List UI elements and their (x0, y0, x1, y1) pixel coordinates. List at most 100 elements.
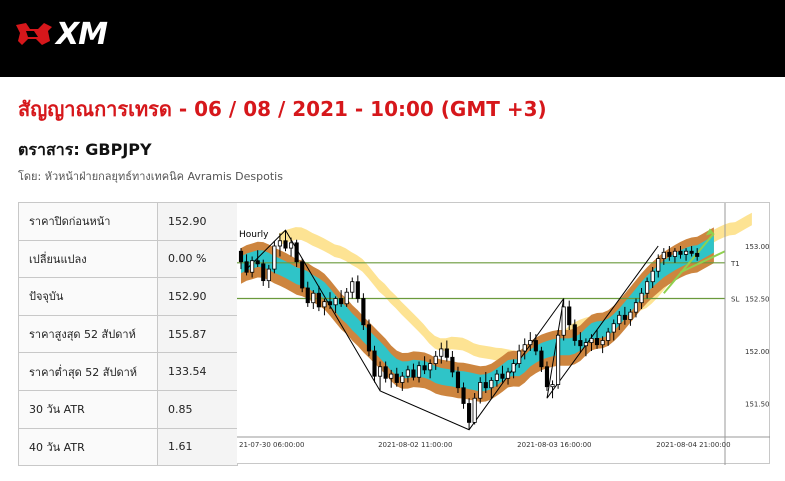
candle-body (366, 324, 372, 352)
stat-value: 1.61 (157, 427, 238, 467)
candle-body (606, 331, 611, 341)
x-tick-label: 2021-08-02 11:00:00 (378, 441, 452, 449)
candle-body (422, 365, 427, 371)
candle-body (494, 373, 499, 381)
page-title: สัญญาณการเทรด - 06 / 08 / 2021 - 10:00 (… (18, 97, 547, 121)
candle-body (683, 250, 689, 255)
candle-body (639, 292, 644, 304)
y-tick-label: 152.00 (745, 348, 770, 356)
candle-body (428, 363, 433, 371)
candle-body (672, 250, 677, 257)
site-header: XM (0, 0, 785, 77)
projection-arrow (663, 232, 715, 294)
stat-label: ปัจจุบัน (18, 277, 158, 316)
candle-body (339, 298, 344, 305)
y-tick-label: 153.00 (745, 243, 770, 251)
candle-body (500, 373, 505, 379)
candle-body (238, 250, 244, 263)
candle-body (522, 344, 527, 352)
upper-band (279, 212, 752, 365)
candle-body (578, 340, 583, 347)
arrow-head (705, 228, 714, 236)
candle-body (483, 382, 488, 389)
candle-body (372, 350, 377, 377)
candle-body (255, 260, 260, 265)
candle-body (505, 371, 511, 379)
candle-body (467, 403, 472, 423)
candle-body (327, 301, 333, 306)
candle-body (394, 373, 399, 383)
candle-body (656, 258, 661, 272)
candle-body (405, 369, 410, 377)
candle-body (439, 348, 444, 357)
candle-body (461, 387, 466, 404)
y-tick-label: 151.50 (745, 401, 770, 409)
candle-body (611, 323, 616, 333)
candle-body (661, 251, 666, 259)
candle-body (322, 301, 327, 308)
candle-body (567, 306, 572, 326)
table-row: เปลี่ยนแปลง 0.00 % (18, 239, 238, 279)
stat-label: 30 วัน ATR (18, 389, 158, 429)
candle-body (244, 261, 249, 273)
candle-body (400, 375, 405, 383)
x-tick-label: 21-07-30 06:00:00 (239, 441, 304, 449)
axes: 153.00 152.50 152.00 151.50 21-07-30 06:00:0… (237, 203, 770, 465)
candle-body (433, 355, 438, 364)
instrument-heading: ตราสาร: GBPJPY (18, 140, 152, 159)
table-row: 30 วัน ATR 0.85 (18, 389, 238, 429)
candle-body (294, 242, 299, 263)
x-tick-label: 2021-08-04 21:00:00 (656, 441, 730, 449)
stats-table: ราคาปิดก่อนหน้า 152.90 เปลี่ยนแปลง 0.00 … (18, 202, 238, 467)
candle-body (283, 240, 288, 249)
stat-value: 152.90 (157, 277, 238, 316)
stat-value: 152.90 (157, 202, 238, 241)
candle-body (305, 287, 310, 304)
candle-body (533, 340, 538, 352)
projection-arrow (680, 250, 726, 274)
table-row: ราคาปิดก่อนหน้า 152.90 (18, 202, 238, 241)
candle-body (600, 340, 605, 346)
candle-body (517, 350, 522, 365)
candle-body (344, 291, 349, 305)
timeframe-label: Hourly (239, 230, 269, 240)
xm-logo[interactable]: XM (14, 14, 108, 54)
x-tick-label: 2021-08-03 16:00:00 (517, 441, 591, 449)
candle-body (689, 250, 694, 254)
candle-body (450, 356, 455, 373)
candle-body (478, 382, 483, 399)
candle-body (333, 298, 338, 306)
candle-body (277, 240, 283, 247)
candle-body (350, 281, 355, 293)
y-tick-label: 152.50 (745, 296, 770, 304)
table-row: ราคาสูงสุด 52 สัปดาห์ 155.87 (18, 314, 238, 354)
level-label: SL (731, 296, 739, 304)
candle-body (489, 379, 494, 389)
candle-body (411, 369, 416, 378)
candle-body (650, 270, 655, 283)
candle-body (544, 366, 550, 388)
candle-body (617, 314, 622, 325)
candle-body (622, 314, 627, 320)
candle-body (678, 250, 683, 255)
candle-body (361, 298, 366, 326)
author-line: โดย: หัวหน้าฝ่ายกลยุทธ์ทางเทคนิค Avramis… (18, 170, 283, 183)
candle-body (628, 311, 633, 320)
table-row: ราคาต่ำสุด 52 สัปดาห์ 133.54 (18, 352, 238, 391)
candle-body (528, 340, 533, 346)
stat-label: ราคาต่ำสุด 52 สัปดาห์ (18, 352, 158, 391)
candle-body (695, 252, 700, 257)
candle-body (272, 245, 277, 270)
stat-value: 133.54 (157, 352, 238, 391)
candle-body (355, 281, 360, 299)
candles (238, 230, 700, 430)
chart-svg: T1 SL 153.00 152.50 152.00 151.50 21-07-30 06… (237, 203, 770, 465)
bull-icon (16, 23, 52, 45)
stat-label: ราคาปิดก่อนหน้า (18, 202, 158, 241)
candle-body (389, 373, 394, 379)
candle-body (561, 306, 566, 336)
candle-body (444, 348, 449, 358)
candle-body (633, 302, 639, 313)
candle-body (511, 363, 516, 373)
logo-text: XM (56, 16, 108, 52)
